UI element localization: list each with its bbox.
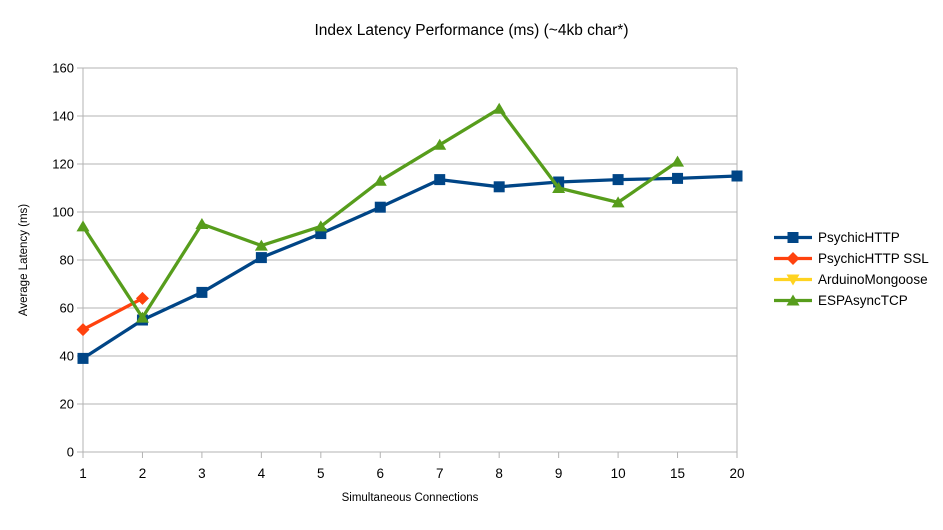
marker-square-icon <box>374 201 386 213</box>
marker-square-icon <box>255 252 267 264</box>
y-tick-label: 80 <box>60 253 74 268</box>
x-tick-label: 1 <box>79 466 87 481</box>
marker-triangle-up-icon <box>373 174 387 186</box>
marker-square-icon <box>77 352 89 364</box>
marker-square-icon <box>672 172 684 184</box>
marker-triangle-up-icon <box>76 220 90 232</box>
y-tick-label: 160 <box>52 61 74 76</box>
series-line-psychichttp <box>81 174 739 361</box>
marker-diamond-icon <box>786 252 800 265</box>
marker-triangle-down-icon <box>786 274 800 286</box>
y-tick-label: 40 <box>60 349 74 364</box>
x-tick-label: 6 <box>377 466 385 481</box>
y-tick-label: 0 <box>67 445 74 460</box>
y-tick-label: 140 <box>52 109 74 124</box>
marker-square-icon <box>196 286 208 298</box>
y-tick-label: 60 <box>60 301 74 316</box>
x-tick-label: 15 <box>670 466 685 481</box>
chart-title: Index Latency Performance (ms) (~4kb cha… <box>314 22 629 39</box>
legend-label: ESPAsyncTCP <box>818 293 908 308</box>
marker-triangle-up-icon <box>492 102 506 114</box>
x-tick-label: 20 <box>729 466 744 481</box>
legend-label: PsychicHTTP <box>818 230 900 245</box>
x-tick-label: 3 <box>198 466 206 481</box>
marker-square-icon <box>493 181 505 193</box>
y-tick-label: 120 <box>52 157 74 172</box>
marker-triangle-up-icon <box>671 155 685 167</box>
legend-triangle-down-icon <box>774 274 812 286</box>
x-tick-label: 8 <box>495 466 503 481</box>
x-axis-title: Simultaneous Connections <box>341 492 479 504</box>
legend-triangle-up-icon <box>774 294 812 306</box>
marker-triangle-up-icon <box>433 138 447 150</box>
y-tick-label: 100 <box>52 205 74 220</box>
marker-triangle-up-icon <box>135 311 149 323</box>
marker-triangle-up-icon <box>786 294 800 306</box>
legend: PsychicHTTP PsychicHTTP SSL ArduinoMongoos… <box>773 227 929 311</box>
marker-square-icon <box>315 228 327 240</box>
legend-item-espasynctcp: ESPAsyncTCP <box>773 290 929 311</box>
marker-square-icon <box>787 232 799 243</box>
marker-diamond-icon <box>135 291 149 305</box>
marker-square-icon <box>612 174 624 186</box>
x-tick-label: 4 <box>258 466 266 481</box>
marker-square-icon <box>731 170 743 182</box>
marker-square-icon <box>434 174 446 186</box>
marker-triangle-up-icon <box>195 218 209 229</box>
marker-triangle-up-icon <box>254 239 268 251</box>
marker-triangle-up-icon <box>552 182 566 193</box>
legend-diamond-icon <box>774 252 812 265</box>
y-axis-title: Average Latency (ms) <box>18 203 30 317</box>
legend-label: ArduinoMongoose <box>818 272 928 287</box>
x-tick-label: 7 <box>436 466 444 481</box>
x-tick-label: 9 <box>555 466 563 481</box>
series-line-espasynctcp <box>81 107 680 320</box>
legend-label: PsychicHTTP SSL <box>818 251 929 266</box>
marker-triangle-up-icon <box>314 220 328 232</box>
marker-triangle-up-icon <box>611 196 625 208</box>
legend-square-icon <box>774 232 812 243</box>
legend-item-arduinomongoose: ArduinoMongoose <box>773 269 929 290</box>
x-tick-label: 10 <box>611 466 626 481</box>
legend-item-psychichttp: PsychicHTTP <box>773 227 929 248</box>
marker-diamond-icon <box>76 323 90 337</box>
x-tick-label: 5 <box>317 466 325 481</box>
x-tick-label: 2 <box>139 466 147 481</box>
legend-item-psychichttp-ssl: PsychicHTTP SSL <box>773 248 929 269</box>
y-tick-label: 20 <box>60 397 74 412</box>
